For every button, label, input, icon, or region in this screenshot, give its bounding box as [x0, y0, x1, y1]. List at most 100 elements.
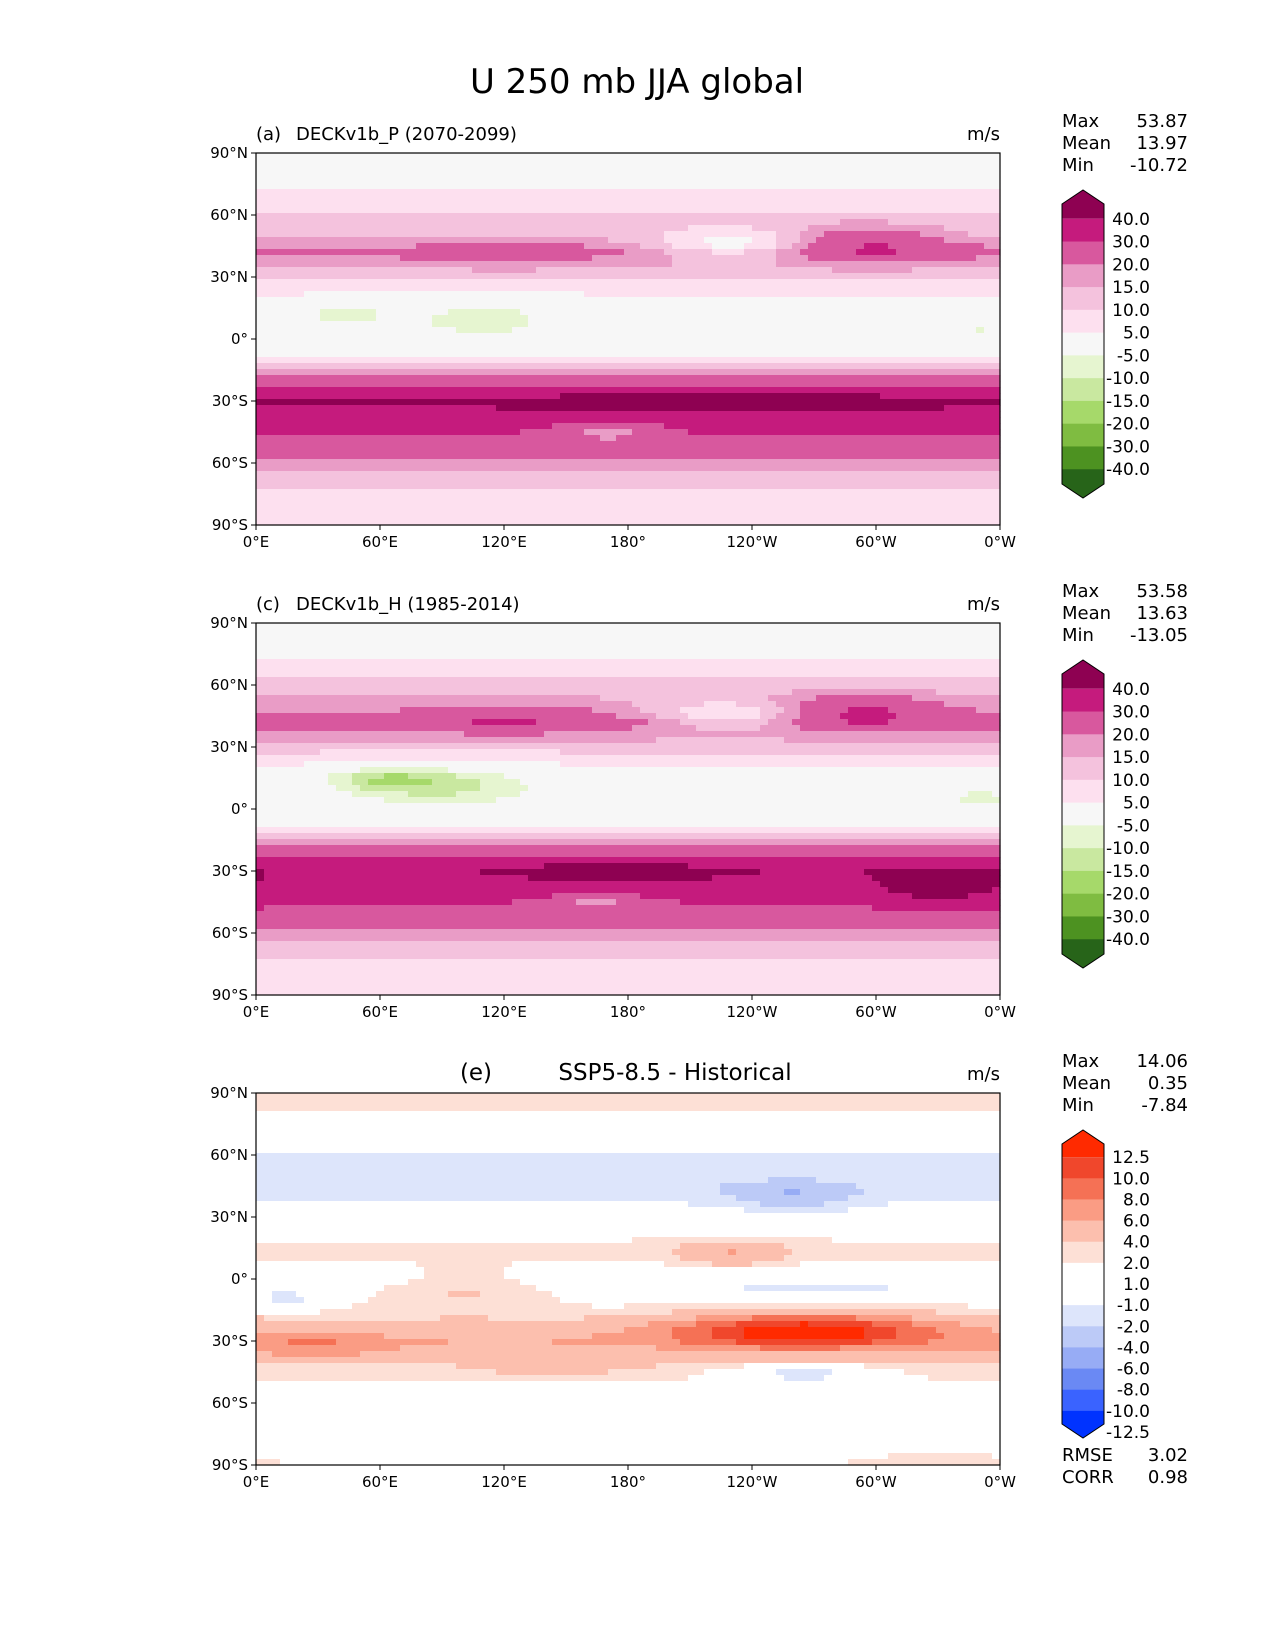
- map-cell: [296, 345, 305, 352]
- map-cell: [616, 249, 625, 256]
- map-cell: [640, 333, 649, 340]
- map-cell: [472, 165, 481, 172]
- map-cell: [392, 375, 401, 382]
- map-cell: [528, 273, 537, 280]
- map-cell: [920, 255, 929, 262]
- map-cell: [856, 315, 865, 322]
- map-cell: [632, 321, 641, 328]
- map-cell: [776, 255, 785, 262]
- map-cell: [528, 159, 537, 166]
- map-cell: [752, 267, 761, 274]
- map-cell: [488, 405, 497, 412]
- map-cell: [360, 417, 369, 424]
- map-cell: [920, 321, 929, 328]
- map-cell: [856, 447, 865, 454]
- map-cell: [424, 267, 433, 274]
- map-cell: [584, 459, 593, 466]
- map-cell: [640, 303, 649, 310]
- map-cell: [640, 273, 649, 280]
- map-cell: [560, 381, 569, 388]
- map-cell: [904, 441, 913, 448]
- map-cell: [376, 189, 385, 196]
- map-cell: [768, 429, 777, 436]
- map-cell: [960, 375, 969, 382]
- map-cell: [656, 375, 665, 382]
- map-cell: [872, 249, 881, 256]
- map-cell: [704, 399, 713, 406]
- map-cell: [560, 267, 569, 274]
- map-cell: [848, 339, 857, 346]
- map-cell: [696, 459, 705, 466]
- map-cell: [720, 339, 729, 346]
- map-cell: [952, 153, 961, 160]
- map-cell: [632, 471, 641, 478]
- map-cell: [272, 183, 281, 190]
- map-cell: [960, 201, 969, 208]
- map-cell: [792, 267, 801, 274]
- map-cell: [384, 405, 393, 412]
- map-cell: [280, 303, 289, 310]
- map-cell: [928, 285, 937, 292]
- map-cell: [408, 285, 417, 292]
- map-cell: [288, 327, 297, 334]
- map-cell: [344, 189, 353, 196]
- map-cell: [768, 177, 777, 184]
- map-cell: [936, 177, 945, 184]
- map-cell: [632, 249, 641, 256]
- map-cell: [992, 243, 1001, 250]
- map-cell: [968, 315, 977, 322]
- map-cell: [688, 357, 697, 364]
- map-cell: [464, 435, 473, 442]
- map-cell: [432, 297, 441, 304]
- map-cell: [552, 399, 561, 406]
- map-cell: [880, 207, 889, 214]
- map-cell: [264, 285, 273, 292]
- map-cell: [880, 417, 889, 424]
- map-cell: [512, 243, 521, 250]
- map-cell: [736, 315, 745, 322]
- map-cell: [800, 237, 809, 244]
- map-cell: [384, 207, 393, 214]
- map-cell: [600, 423, 609, 430]
- map-cell: [760, 279, 769, 286]
- map-cell: [584, 405, 593, 412]
- map-cell: [640, 417, 649, 424]
- map-cell: [496, 411, 505, 418]
- map-cell: [872, 399, 881, 406]
- map-cell: [800, 435, 809, 442]
- map-cell: [984, 459, 993, 466]
- map-cell: [352, 297, 361, 304]
- map-cell: [440, 405, 449, 412]
- map-cell: [776, 363, 785, 370]
- map-cell: [832, 381, 841, 388]
- map-cell: [696, 219, 705, 226]
- map-cell: [928, 423, 937, 430]
- map-cell: [584, 315, 593, 322]
- map-cell: [792, 453, 801, 460]
- map-cell: [272, 189, 281, 196]
- map-cell: [824, 363, 833, 370]
- map-cell: [608, 321, 617, 328]
- map-cell: [928, 429, 937, 436]
- map-cell: [336, 423, 345, 430]
- map-cell: [552, 429, 561, 436]
- map-cell: [368, 465, 377, 472]
- map-cell: [368, 225, 377, 232]
- map-cell: [896, 207, 905, 214]
- map-cell: [432, 285, 441, 292]
- map-cell: [832, 369, 841, 376]
- map-cell: [408, 279, 417, 286]
- map-cell: [472, 219, 481, 226]
- map-cell: [320, 405, 329, 412]
- map-cell: [328, 345, 337, 352]
- map-cell: [256, 435, 265, 442]
- map-cell: [416, 315, 425, 322]
- map-cell: [400, 171, 409, 178]
- map-cell: [344, 207, 353, 214]
- map-cell: [864, 267, 873, 274]
- map-cell: [368, 411, 377, 418]
- map-cell: [256, 405, 265, 412]
- map-cell: [968, 309, 977, 316]
- map-cell: [712, 255, 721, 262]
- map-cell: [800, 453, 809, 460]
